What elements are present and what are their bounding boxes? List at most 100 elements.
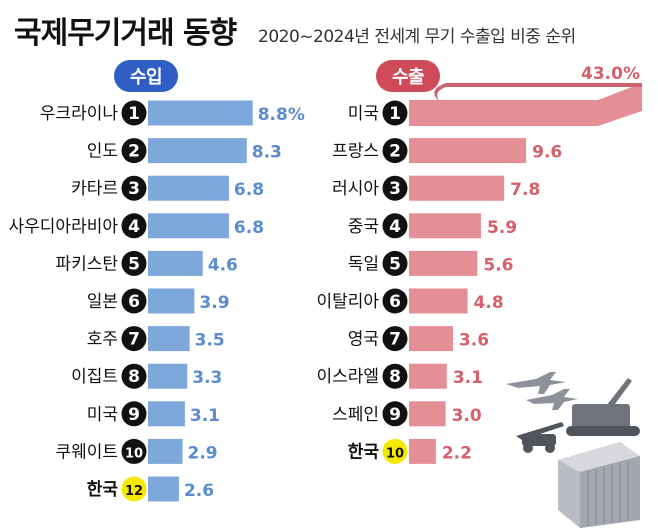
export-country-label: 독일 — [348, 254, 379, 274]
rank-badge — [121, 438, 147, 464]
page-subtitle: 2020~2024년 전세계 무기 수출입 비중 순위 — [258, 27, 576, 47]
export-country-label: 중국 — [348, 217, 379, 237]
rank-badge — [382, 138, 408, 164]
export-country-label: 미국 — [348, 104, 379, 124]
rank-number: 6 — [389, 292, 401, 312]
import-value-label: 3.9 — [199, 293, 229, 313]
rank-number: 1 — [128, 104, 140, 124]
rank-badge — [382, 250, 408, 276]
rank-number: 9 — [128, 405, 140, 425]
rank-number: 5 — [128, 254, 140, 274]
export-bar — [409, 138, 527, 164]
import-value-label: 2.9 — [188, 443, 218, 463]
rank-badge — [382, 100, 408, 126]
import-country-label: 이집트 — [71, 367, 118, 387]
export-value-label: 43.0% — [581, 64, 640, 84]
weapons-illustration — [506, 372, 640, 528]
import-bar — [148, 326, 190, 352]
rank-badge — [121, 326, 147, 352]
export-bar — [409, 438, 436, 464]
import-bar — [148, 138, 247, 164]
rank-number: 7 — [389, 330, 401, 350]
rank-number: 3 — [389, 179, 401, 199]
export-bar — [409, 363, 447, 389]
rank-number: 2 — [128, 142, 140, 162]
rank-number: 10 — [125, 446, 143, 461]
rank-number: 8 — [389, 367, 401, 387]
import-bar — [148, 100, 253, 126]
import-header-pill: 수입 — [114, 60, 178, 92]
rank-badge — [121, 476, 147, 502]
rank-badge — [382, 213, 408, 239]
export-country-label: 이스라엘 — [316, 367, 379, 387]
import-country-label: 미국 — [87, 405, 118, 425]
export-bar — [409, 326, 453, 352]
rank-badge — [121, 175, 147, 201]
export-country-label: 한국 — [348, 442, 380, 462]
import-country-label: 일본 — [87, 292, 118, 312]
export-value-label: 5.9 — [487, 218, 517, 238]
rank-badge — [121, 213, 147, 239]
export-value-label: 5.6 — [483, 255, 513, 275]
import-bar — [148, 175, 229, 201]
import-bar — [148, 288, 195, 314]
rank-number: 6 — [128, 292, 140, 312]
rank-badge — [382, 175, 408, 201]
import-bar — [148, 250, 203, 276]
rank-number: 4 — [389, 217, 401, 237]
export-country-label: 영국 — [348, 330, 379, 350]
import-bar — [148, 363, 188, 389]
fighter-jets-icon — [506, 372, 578, 410]
export-value-label: 2.2 — [442, 443, 472, 463]
export-bar — [409, 83, 642, 126]
export-value-label: 3.6 — [459, 331, 489, 351]
import-country-label: 호주 — [87, 330, 118, 350]
export-country-label: 러시아 — [332, 179, 379, 199]
rank-number: 2 — [389, 142, 401, 162]
rank-badge — [382, 401, 408, 427]
export-country-label: 프랑스 — [332, 142, 379, 162]
rank-badge — [121, 288, 147, 314]
page-title: 국제무기거래 동향 — [14, 16, 237, 51]
export-value-label: 4.8 — [474, 293, 504, 313]
export-value-label: 3.1 — [453, 368, 483, 388]
export-country-label: 스페인 — [332, 405, 379, 425]
export-bar — [409, 175, 505, 201]
import-value-label: 2.6 — [184, 481, 214, 501]
import-country-label: 한국 — [87, 480, 119, 500]
rank-number: 3 — [128, 179, 140, 199]
import-country-label: 파키스탄 — [55, 254, 118, 274]
export-value-label: 9.6 — [532, 143, 562, 163]
rank-badge — [121, 100, 147, 126]
export-bar — [409, 401, 446, 427]
import-bar — [148, 438, 183, 464]
rank-number: 4 — [128, 217, 140, 237]
export-bar — [409, 213, 481, 239]
export-header-pill: 수출 — [376, 60, 440, 92]
rank-number: 8 — [128, 367, 140, 387]
rank-badge — [382, 438, 408, 464]
shipping-container-icon — [558, 442, 640, 528]
rank-badge — [382, 363, 408, 389]
rank-number: 7 — [128, 330, 140, 350]
import-country-label: 사우디아라비아 — [9, 217, 119, 237]
rank-badge — [382, 288, 408, 314]
artillery-icon — [516, 422, 564, 453]
import-value-label: 8.3 — [252, 143, 282, 163]
import-value-label: 4.6 — [208, 255, 238, 275]
rank-badge — [121, 363, 147, 389]
rank-number: 1 — [389, 104, 401, 124]
import-value-label: 8.8% — [258, 105, 305, 125]
import-country-label: 인도 — [87, 142, 118, 162]
export-value-label: 7.8 — [510, 180, 540, 200]
import-country-label: 우크라이나 — [40, 104, 119, 124]
import-value-label: 6.8 — [234, 180, 264, 200]
rank-badge — [121, 401, 147, 427]
import-value-label: 3.5 — [195, 331, 225, 351]
import-country-label: 카타르 — [71, 179, 118, 199]
import-bar — [148, 213, 229, 239]
import-bar — [148, 401, 185, 427]
rank-badge — [121, 250, 147, 276]
rank-number: 12 — [125, 484, 143, 499]
